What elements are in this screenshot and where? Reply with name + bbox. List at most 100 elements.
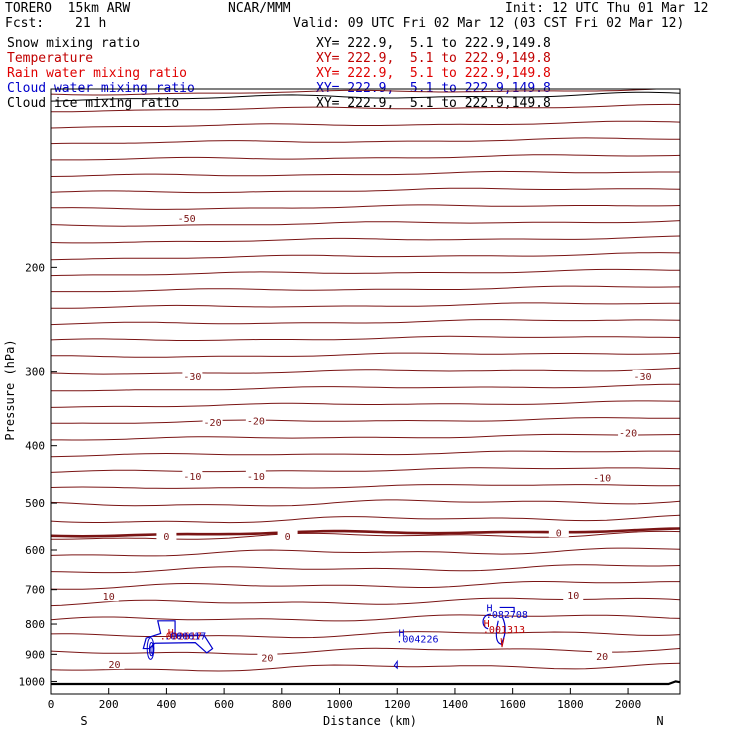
temperature-contour [51,252,680,261]
temperature-contour [51,120,680,129]
cloud-water-contour [499,606,515,613]
x-tick-label: 2000 [615,698,642,711]
cloud-water-contour [150,645,154,654]
maximum-label: H [484,619,490,630]
temperature-label-bg [176,211,197,223]
temperature-contour [51,547,680,557]
field-xy-cloud-ice: XY= 222.9, 5.1 to 222.9,149.8 [316,96,551,111]
temperature-label: -30 [183,372,201,383]
x-tick-label: 1200 [384,698,411,711]
temperature-contour [51,319,680,326]
temperature-contour [51,614,680,622]
field-name-snow: Snow mixing ratio [7,36,141,51]
x-tick-label: 1600 [499,698,526,711]
temperature-contour [51,137,680,145]
temperature-label-bg [245,469,266,481]
temperature-label-bg [202,416,223,428]
temperature-contour [51,484,680,489]
forecast-label: Fcst: [5,16,45,31]
temperature-contour [51,204,680,210]
temperature-label: -50 [178,214,196,225]
temperature-contour [51,631,680,639]
temperature-contour [51,433,680,441]
field-name-cloud-ice: Cloud ice mixing ratio [7,96,180,111]
maximum-label: .001313 [483,625,525,636]
temperature-label-bg [104,658,125,670]
plot-frame [50,88,681,695]
y-tick-label: 200 [25,261,45,274]
temperature-label: 0 [163,532,169,543]
cloud-water-contour [393,659,398,670]
temperature-contour [51,268,680,277]
x-tick-label: 400 [156,698,176,711]
cloud-water-contour [482,613,492,630]
temperature-label: -30 [633,372,651,383]
temperature-contour [51,647,680,655]
temperature-contour [51,220,680,227]
temperature-label-bg [156,529,177,541]
temperature-label-bg [257,651,278,663]
x-tick-label: 200 [99,698,119,711]
rain-water-contour [500,638,505,648]
temperature-contour [51,581,680,590]
temperature-label: 20 [596,652,608,663]
maximum-label: H [399,629,405,640]
x-tick-label: 600 [214,698,234,711]
temperature-label-bg [182,369,203,381]
y-tick-label: 500 [25,497,45,510]
temperature-label: -10 [247,472,265,483]
y-tick-label: 400 [25,440,45,453]
temperature-contour [51,154,680,161]
temperature-label-bg [632,369,653,381]
forecast-hour: 21 h [75,16,107,31]
temperature-contour [51,450,680,458]
temperature-label: 0 [556,528,562,539]
temperature-contour [51,417,680,424]
x-end-label-north: N [656,714,663,728]
temperature-label: -10 [183,472,201,483]
x-tick-label: 1000 [326,698,353,711]
cloud-water-contour [495,617,506,645]
terrain-surface-line [51,680,680,686]
freezing-level-contour [51,527,680,538]
temperature-label: 20 [108,660,120,671]
temperature-label: 10 [567,591,579,602]
maximum-label: .002617 [160,632,202,643]
temperature-contour [51,400,680,408]
field-xy-snow: XY= 222.9, 5.1 to 222.9,149.8 [316,36,551,51]
temperature-label-bg [182,469,203,481]
plot-area: -50 -30 -30 -20 -20 -20 -10 -10 -10 0 0 0 10 10 20 20 20… [51,89,680,686]
temperature-label-bg [548,526,569,538]
temperature-label-bg [98,590,119,602]
model-name: TORERO 15km ARW [5,1,131,16]
temperature-label: -20 [204,418,222,429]
temperature-contour [51,383,680,392]
y-tick-label: 900 [25,648,45,661]
field-xy-temperature: XY= 222.9, 5.1 to 222.9,149.8 [316,51,551,66]
temperature-contour [51,514,680,524]
temperature-contour [51,335,680,341]
valid-time: Valid: 09 UTC Fri 02 Mar 12 (03 CST Fri … [293,16,685,31]
temperature-label: 0 [285,532,291,543]
maximum-label: .082708 [486,610,528,621]
temperature-label-bg [592,471,613,483]
temperature-contour [51,597,680,607]
field-name-rain: Rain water mixing ratio [7,66,188,81]
temperature-label-bg [563,589,584,601]
temperature-contour [51,285,680,293]
temperature-contour [51,530,680,540]
temperature-contour [51,367,680,375]
temperature-contour [51,89,670,96]
temperature-label-bg [592,649,613,661]
x-end-label-south: S [80,714,87,728]
field-xy-rain: XY= 222.9, 5.1 to 222.9,149.8 [316,66,551,81]
temperature-label-bg [277,529,298,541]
temperature-contour [51,302,680,309]
temperature-contour [51,103,680,113]
cloud-water-contour [146,637,155,660]
y-axis-label: Pressure (hPa) [3,339,17,440]
temperature-contour [51,352,680,358]
y-tick-label: 700 [25,584,45,597]
x-tick-label: 800 [272,698,292,711]
